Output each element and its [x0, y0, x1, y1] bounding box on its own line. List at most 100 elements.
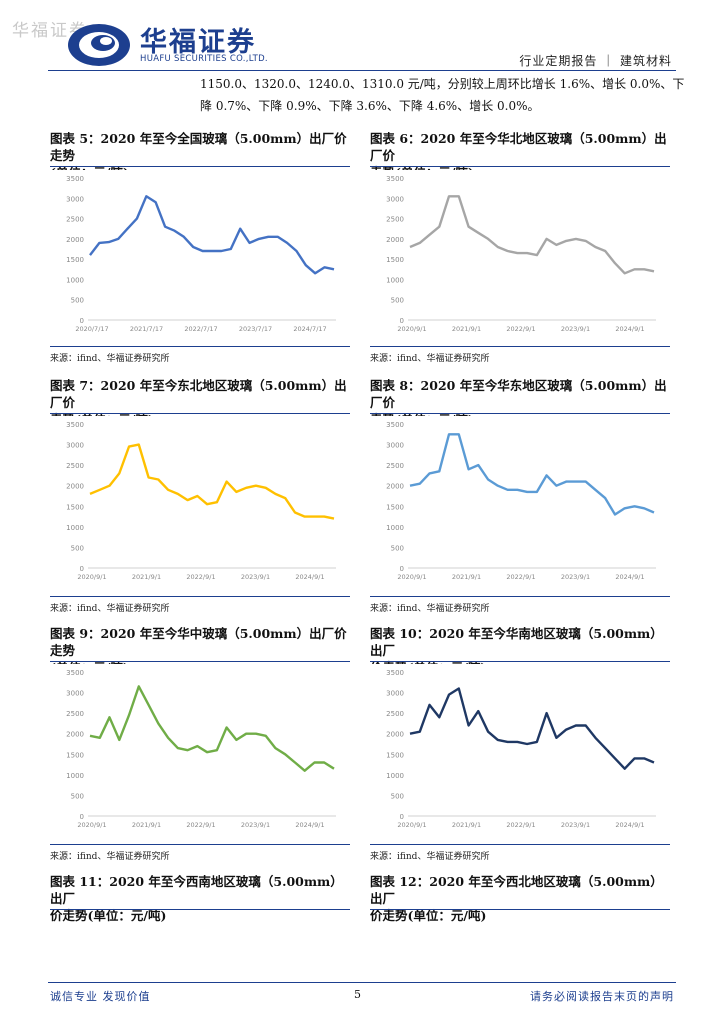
y-tick-label: 3500: [386, 669, 404, 677]
y-tick-label: 1000: [386, 276, 404, 284]
y-tick-label: 1500: [386, 751, 404, 759]
y-tick-label: 1000: [386, 524, 404, 532]
figure-source: 来源：ifind、华福证券研究所: [370, 852, 490, 862]
x-tick-label: 2022/9/1: [506, 821, 535, 829]
x-tick-label: 2023/9/1: [241, 573, 270, 581]
x-tick-label: 2024/9/1: [295, 821, 324, 829]
y-tick-label: 500: [391, 544, 404, 552]
chart-central-china-glass-price: 0 500 1000 1500 2000 2500 3000 3500 2020/9/1 2021…: [50, 664, 350, 836]
price-series-line: [89, 685, 335, 772]
chart-south-china-glass-price: 0 500 1000 1500 2000 2500 3000 3500 2020/9/1 2021…: [370, 664, 670, 836]
figure-divider: [50, 166, 350, 167]
x-tick-label: 2023/9/1: [561, 821, 590, 829]
body-line-2: 降 0.7%、下降 0.9%、下降 3.6%、下降 4.6%、增长 0.0%。: [200, 99, 540, 113]
y-tick-label: 2000: [386, 731, 404, 739]
chart-northeast-glass-price: 0 500 1000 1500 2000 2500 3000 3500 2020/9/1 2021…: [50, 416, 350, 588]
figure-divider: [370, 661, 670, 662]
y-tick-label: 500: [71, 297, 84, 305]
x-tick-label: 2020/9/1: [397, 573, 426, 581]
price-series-line: [409, 433, 655, 516]
y-tick-label: 1500: [66, 503, 84, 511]
x-tick-label: 2023/7/17: [239, 325, 272, 333]
y-tick-label: 1000: [66, 772, 84, 780]
y-tick-label: 2500: [386, 462, 404, 470]
x-tick-label: 2021/9/1: [452, 325, 481, 333]
figure-divider: [370, 413, 670, 414]
y-tick-label: 3000: [386, 195, 404, 203]
x-tick-label: 2024/7/17: [293, 325, 326, 333]
x-tick-label: 2022/9/1: [186, 821, 215, 829]
x-tick-label: 2020/9/1: [77, 821, 106, 829]
y-tick-label: 0: [400, 813, 404, 821]
figure-divider: [50, 844, 350, 845]
x-tick-label: 2020/9/1: [397, 821, 426, 829]
figure-source: 来源：ifind、华福证券研究所: [370, 354, 490, 364]
price-series-line: [89, 195, 335, 275]
figure-divider: [50, 661, 350, 662]
x-tick-label: 2024/9/1: [295, 573, 324, 581]
x-tick-label: 2021/9/1: [452, 573, 481, 581]
x-tick-label: 2022/9/1: [186, 573, 215, 581]
header-divider: [48, 70, 676, 71]
y-tick-label: 0: [400, 565, 404, 573]
y-tick-label: 2500: [66, 462, 84, 470]
y-tick-label: 0: [80, 317, 84, 325]
figure-title: 图表 11：2020 年至今西南地区玻璃（5.00mm）出厂 价走势(单位：元/吨…: [50, 874, 343, 923]
figure-divider: [370, 346, 670, 347]
y-tick-label: 3000: [386, 690, 404, 698]
y-tick-label: 2500: [386, 216, 404, 224]
company-logo-icon: [68, 24, 130, 66]
body-paragraph: 1150.0、1320.0、1240.0、1310.0 元/吨，分别较上周环比增…: [200, 73, 685, 117]
figure-divider: [370, 166, 670, 167]
y-tick-label: 2000: [66, 483, 84, 491]
x-tick-label: 2024/9/1: [615, 821, 644, 829]
x-tick-label: 2022/9/1: [506, 573, 535, 581]
y-tick-label: 3500: [66, 421, 84, 429]
y-tick-label: 0: [80, 813, 84, 821]
y-tick-label: 2500: [386, 710, 404, 718]
figure-source: 来源：ifind、华福证券研究所: [50, 852, 170, 862]
x-tick-label: 2023/9/1: [561, 573, 590, 581]
figure-divider: [50, 413, 350, 414]
chart-north-china-glass-price: 0 500 1000 1500 2000 2500 3000 3500 2020/9/1 2021…: [370, 170, 670, 340]
x-tick-label: 2020/7/17: [75, 325, 108, 333]
y-tick-label: 0: [400, 317, 404, 325]
figure-source: 来源：ifind、华福证券研究所: [50, 604, 170, 614]
footer-disclaimer: 请务必阅读报告末页的声明: [530, 990, 674, 1003]
y-tick-label: 500: [391, 297, 404, 305]
y-tick-label: 3500: [66, 175, 84, 183]
y-tick-label: 3000: [66, 195, 84, 203]
y-tick-label: 3500: [66, 669, 84, 677]
price-series-line: [409, 687, 655, 770]
x-tick-label: 2021/9/1: [452, 821, 481, 829]
x-tick-label: 2021/7/17: [130, 325, 163, 333]
price-series-line: [409, 195, 655, 275]
chart-national-glass-price: 0 500 1000 1500 2000 2500 3000 3500 2020/7/17 202…: [50, 170, 350, 340]
x-tick-label: 2020/9/1: [77, 573, 106, 581]
y-tick-label: 2000: [66, 236, 84, 244]
y-tick-label: 2500: [66, 710, 84, 718]
y-tick-label: 500: [71, 544, 84, 552]
price-series-line: [89, 443, 335, 520]
y-tick-label: 0: [80, 565, 84, 573]
figure-divider: [370, 844, 670, 845]
y-tick-label: 3000: [386, 442, 404, 450]
x-tick-label: 2022/7/17: [184, 325, 217, 333]
y-tick-label: 3000: [66, 442, 84, 450]
watermark: 华福证券: [12, 21, 88, 41]
report-type: 行业定期报告 ｜ 建筑材料: [519, 54, 672, 68]
y-tick-label: 1000: [66, 524, 84, 532]
figure-source: 来源：ifind、华福证券研究所: [50, 354, 170, 364]
body-line-1: 1150.0、1320.0、1240.0、1310.0 元/吨，分别较上周环比增…: [200, 77, 685, 91]
figure-divider: [370, 596, 670, 597]
y-tick-label: 3500: [386, 421, 404, 429]
x-tick-label: 2021/9/1: [132, 573, 161, 581]
x-tick-label: 2023/9/1: [241, 821, 270, 829]
x-tick-label: 2024/9/1: [615, 573, 644, 581]
footer-divider: [48, 982, 676, 983]
page-number: 5: [354, 988, 361, 1001]
x-tick-label: 2021/9/1: [132, 821, 161, 829]
y-tick-label: 500: [71, 792, 84, 800]
footer-slogan: 诚信专业 发现价值: [50, 990, 151, 1003]
y-tick-label: 1000: [386, 772, 404, 780]
